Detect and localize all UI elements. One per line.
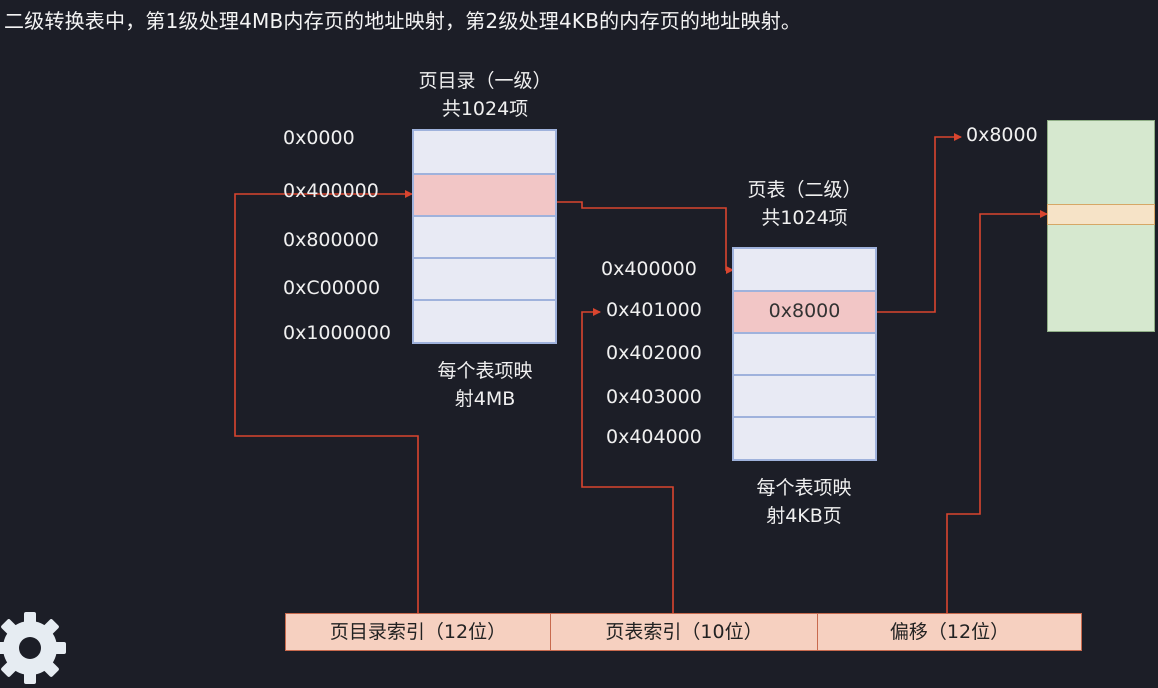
page-table-entry: [732, 247, 877, 292]
directory-entry: [412, 257, 557, 301]
directory-address: 0xC00000: [283, 277, 381, 299]
page-table-address: 0x402000: [606, 342, 702, 364]
arrow-offset: [946, 210, 1048, 613]
page-table-caption: 每个表项映 射4KB页: [728, 474, 880, 530]
page-table-title-line1: 页表（二级）: [747, 179, 862, 201]
page-table-address: 0x404000: [606, 426, 702, 448]
page-table-address: 0x401000: [606, 299, 702, 321]
memory-address: 0x8000: [966, 124, 1038, 146]
page-table-caption-line1: 每个表项映: [756, 477, 852, 499]
page-table-address: 0x400000: [601, 258, 697, 280]
field-page-table-index: 页表索引（10位）: [550, 613, 818, 651]
directory-caption: 每个表项映 射4MB: [410, 357, 560, 413]
memory-slot: [1047, 204, 1155, 225]
field-directory-index: 页目录索引（12位）: [285, 613, 551, 651]
page-table-entry-selected: 0x8000: [732, 290, 877, 334]
arrow-dir-to-table: [557, 201, 734, 274]
directory-address: 0x0000: [283, 127, 355, 149]
directory-entry-selected: [412, 173, 557, 217]
directory-address: 0x800000: [283, 229, 379, 251]
field-offset: 偏移（12位）: [817, 613, 1082, 651]
directory-address: 0x400000: [283, 180, 379, 202]
connection-arrows: [234, 133, 1048, 613]
page-table-entry: [732, 374, 877, 418]
directory-title-line2: 共1024项: [441, 98, 529, 120]
directory-entry: [412, 299, 557, 344]
slide-title: 二级转换表中，第1级处理4MB内存页的地址映射，第2级处理4KB的内存页的地址映…: [4, 9, 802, 33]
directory-caption-line2: 射4MB: [454, 388, 516, 410]
directory-entry: [412, 129, 557, 175]
page-table-title: 页表（二级） 共1024项: [722, 176, 887, 232]
directory-address: 0x1000000: [283, 322, 391, 344]
page-table-address: 0x403000: [606, 386, 702, 408]
memory-page: [1047, 120, 1155, 332]
page-table-entry: [732, 332, 877, 376]
page-table-caption-line2: 射4KB页: [766, 505, 842, 527]
page-table-entry-value: 0x8000: [768, 300, 841, 322]
directory-entry: [412, 215, 557, 259]
directory-title: 页目录（一级） 共1024项: [400, 67, 570, 123]
arrow-dir-index: [234, 190, 419, 613]
gear-icon[interactable]: [0, 608, 70, 688]
arrow-table-index: [581, 308, 674, 613]
arrow-table-to-page: [876, 133, 962, 313]
directory-title-line1: 页目录（一级）: [418, 70, 552, 92]
page-table-entry: [732, 416, 877, 461]
page-table-title-line2: 共1024项: [761, 207, 848, 229]
directory-caption-line1: 每个表项映: [437, 360, 533, 382]
